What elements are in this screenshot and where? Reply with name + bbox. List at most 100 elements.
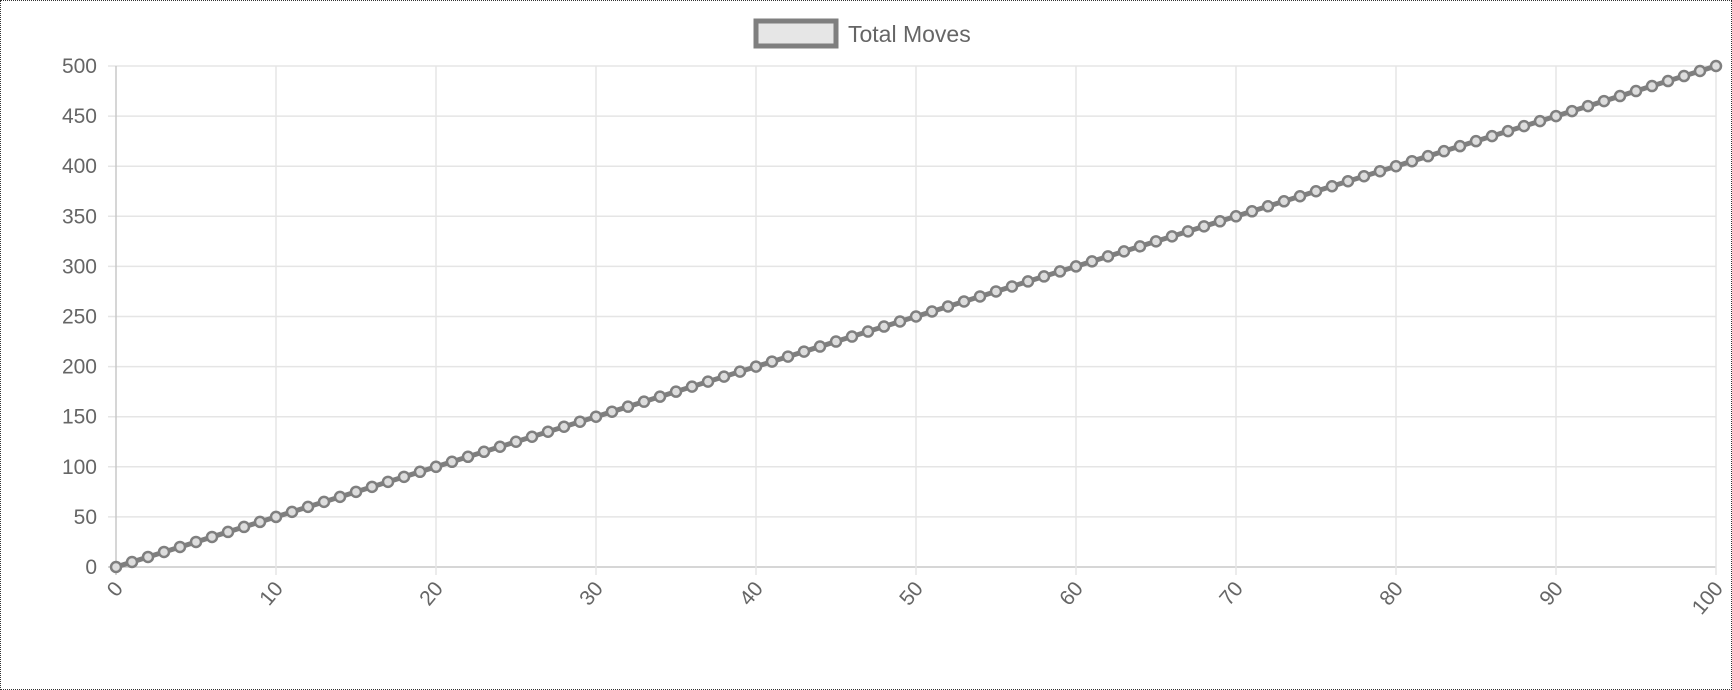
data-point[interactable]: [1629, 84, 1643, 98]
data-point[interactable]: [1357, 169, 1371, 183]
data-point[interactable]: [829, 335, 843, 348]
data-point[interactable]: [1677, 69, 1691, 83]
data-point[interactable]: [541, 425, 555, 438]
data-point[interactable]: [1053, 265, 1067, 278]
data-point[interactable]: [317, 495, 331, 509]
data-point[interactable]: [1485, 129, 1499, 143]
data-point[interactable]: [893, 315, 907, 328]
data-point[interactable]: [1293, 190, 1307, 203]
data-point[interactable]: [701, 375, 715, 388]
data-point[interactable]: [477, 445, 491, 459]
data-point[interactable]: [525, 430, 539, 443]
data-point[interactable]: [685, 380, 699, 393]
data-point[interactable]: [1533, 114, 1547, 128]
data-point[interactable]: [1501, 124, 1515, 138]
data-point[interactable]: [1309, 185, 1323, 198]
data-point[interactable]: [813, 340, 827, 353]
legend[interactable]: Total Moves: [753, 18, 971, 49]
data-point[interactable]: [1005, 280, 1019, 293]
data-point[interactable]: [1101, 250, 1115, 263]
data-point[interactable]: [925, 305, 939, 318]
data-point[interactable]: [1181, 225, 1195, 238]
data-point[interactable]: [653, 390, 667, 403]
data-point[interactable]: [189, 535, 203, 549]
data-point[interactable]: [861, 325, 875, 338]
data-point[interactable]: [301, 500, 315, 514]
data-point[interactable]: [221, 525, 235, 539]
data-point[interactable]: [1661, 74, 1675, 88]
data-point[interactable]: [717, 370, 731, 383]
data-point[interactable]: [333, 490, 347, 504]
data-point[interactable]: [957, 295, 971, 308]
data-point[interactable]: [765, 355, 779, 368]
data-point[interactable]: [1565, 104, 1579, 118]
data-point[interactable]: [605, 405, 619, 418]
data-point[interactable]: [1245, 205, 1259, 218]
data-point[interactable]: [509, 435, 523, 448]
data-point[interactable]: [109, 560, 123, 574]
data-point[interactable]: [941, 300, 955, 313]
data-point[interactable]: [1469, 134, 1483, 148]
data-point[interactable]: [1085, 255, 1099, 268]
data-point[interactable]: [621, 400, 635, 413]
data-point[interactable]: [125, 555, 139, 569]
data-point[interactable]: [1069, 260, 1083, 273]
data-point[interactable]: [589, 410, 603, 423]
data-point[interactable]: [1341, 174, 1355, 188]
data-point[interactable]: [781, 350, 795, 363]
data-point[interactable]: [349, 485, 363, 499]
data-point[interactable]: [1453, 139, 1467, 153]
data-point[interactable]: [1021, 275, 1035, 288]
data-point[interactable]: [1149, 235, 1163, 248]
data-point[interactable]: [1229, 210, 1243, 223]
data-point[interactable]: [1613, 89, 1627, 103]
data-point[interactable]: [1373, 164, 1387, 178]
data-point[interactable]: [1165, 230, 1179, 243]
data-point[interactable]: [1709, 59, 1723, 73]
data-point[interactable]: [877, 320, 891, 333]
data-point[interactable]: [461, 450, 475, 464]
data-point[interactable]: [669, 385, 683, 398]
data-point[interactable]: [381, 475, 395, 489]
data-point[interactable]: [269, 510, 283, 524]
data-point[interactable]: [1133, 240, 1147, 253]
data-point[interactable]: [157, 545, 171, 559]
data-point[interactable]: [1549, 109, 1563, 123]
data-point[interactable]: [637, 395, 651, 408]
data-point[interactable]: [365, 480, 379, 494]
data-point[interactable]: [557, 420, 571, 433]
data-point[interactable]: [493, 440, 507, 454]
data-point[interactable]: [1405, 154, 1419, 168]
data-point[interactable]: [989, 285, 1003, 298]
data-point[interactable]: [205, 530, 219, 544]
data-point[interactable]: [1597, 94, 1611, 108]
data-point[interactable]: [1037, 270, 1051, 283]
data-point[interactable]: [845, 330, 859, 343]
data-point[interactable]: [1421, 149, 1435, 163]
data-point[interactable]: [237, 520, 251, 534]
data-point[interactable]: [445, 455, 459, 469]
data-point[interactable]: [1389, 159, 1403, 173]
data-point[interactable]: [141, 550, 155, 564]
data-point[interactable]: [397, 470, 411, 484]
data-point[interactable]: [909, 310, 923, 323]
data-point[interactable]: [173, 540, 187, 554]
data-point[interactable]: [1277, 195, 1291, 208]
data-point[interactable]: [573, 415, 587, 428]
data-point[interactable]: [429, 460, 443, 474]
data-point[interactable]: [413, 465, 427, 479]
data-point[interactable]: [797, 345, 811, 358]
data-point[interactable]: [1693, 64, 1707, 78]
data-point[interactable]: [733, 365, 747, 378]
data-point[interactable]: [253, 515, 267, 529]
data-point[interactable]: [285, 505, 299, 519]
data-point[interactable]: [1261, 200, 1275, 213]
data-point[interactable]: [1117, 245, 1131, 258]
data-point[interactable]: [1517, 119, 1531, 133]
data-point[interactable]: [1645, 79, 1659, 93]
data-point[interactable]: [1213, 215, 1227, 228]
data-point[interactable]: [1325, 179, 1339, 193]
data-point[interactable]: [1437, 144, 1451, 158]
data-point[interactable]: [1581, 99, 1595, 113]
data-point[interactable]: [749, 360, 763, 373]
